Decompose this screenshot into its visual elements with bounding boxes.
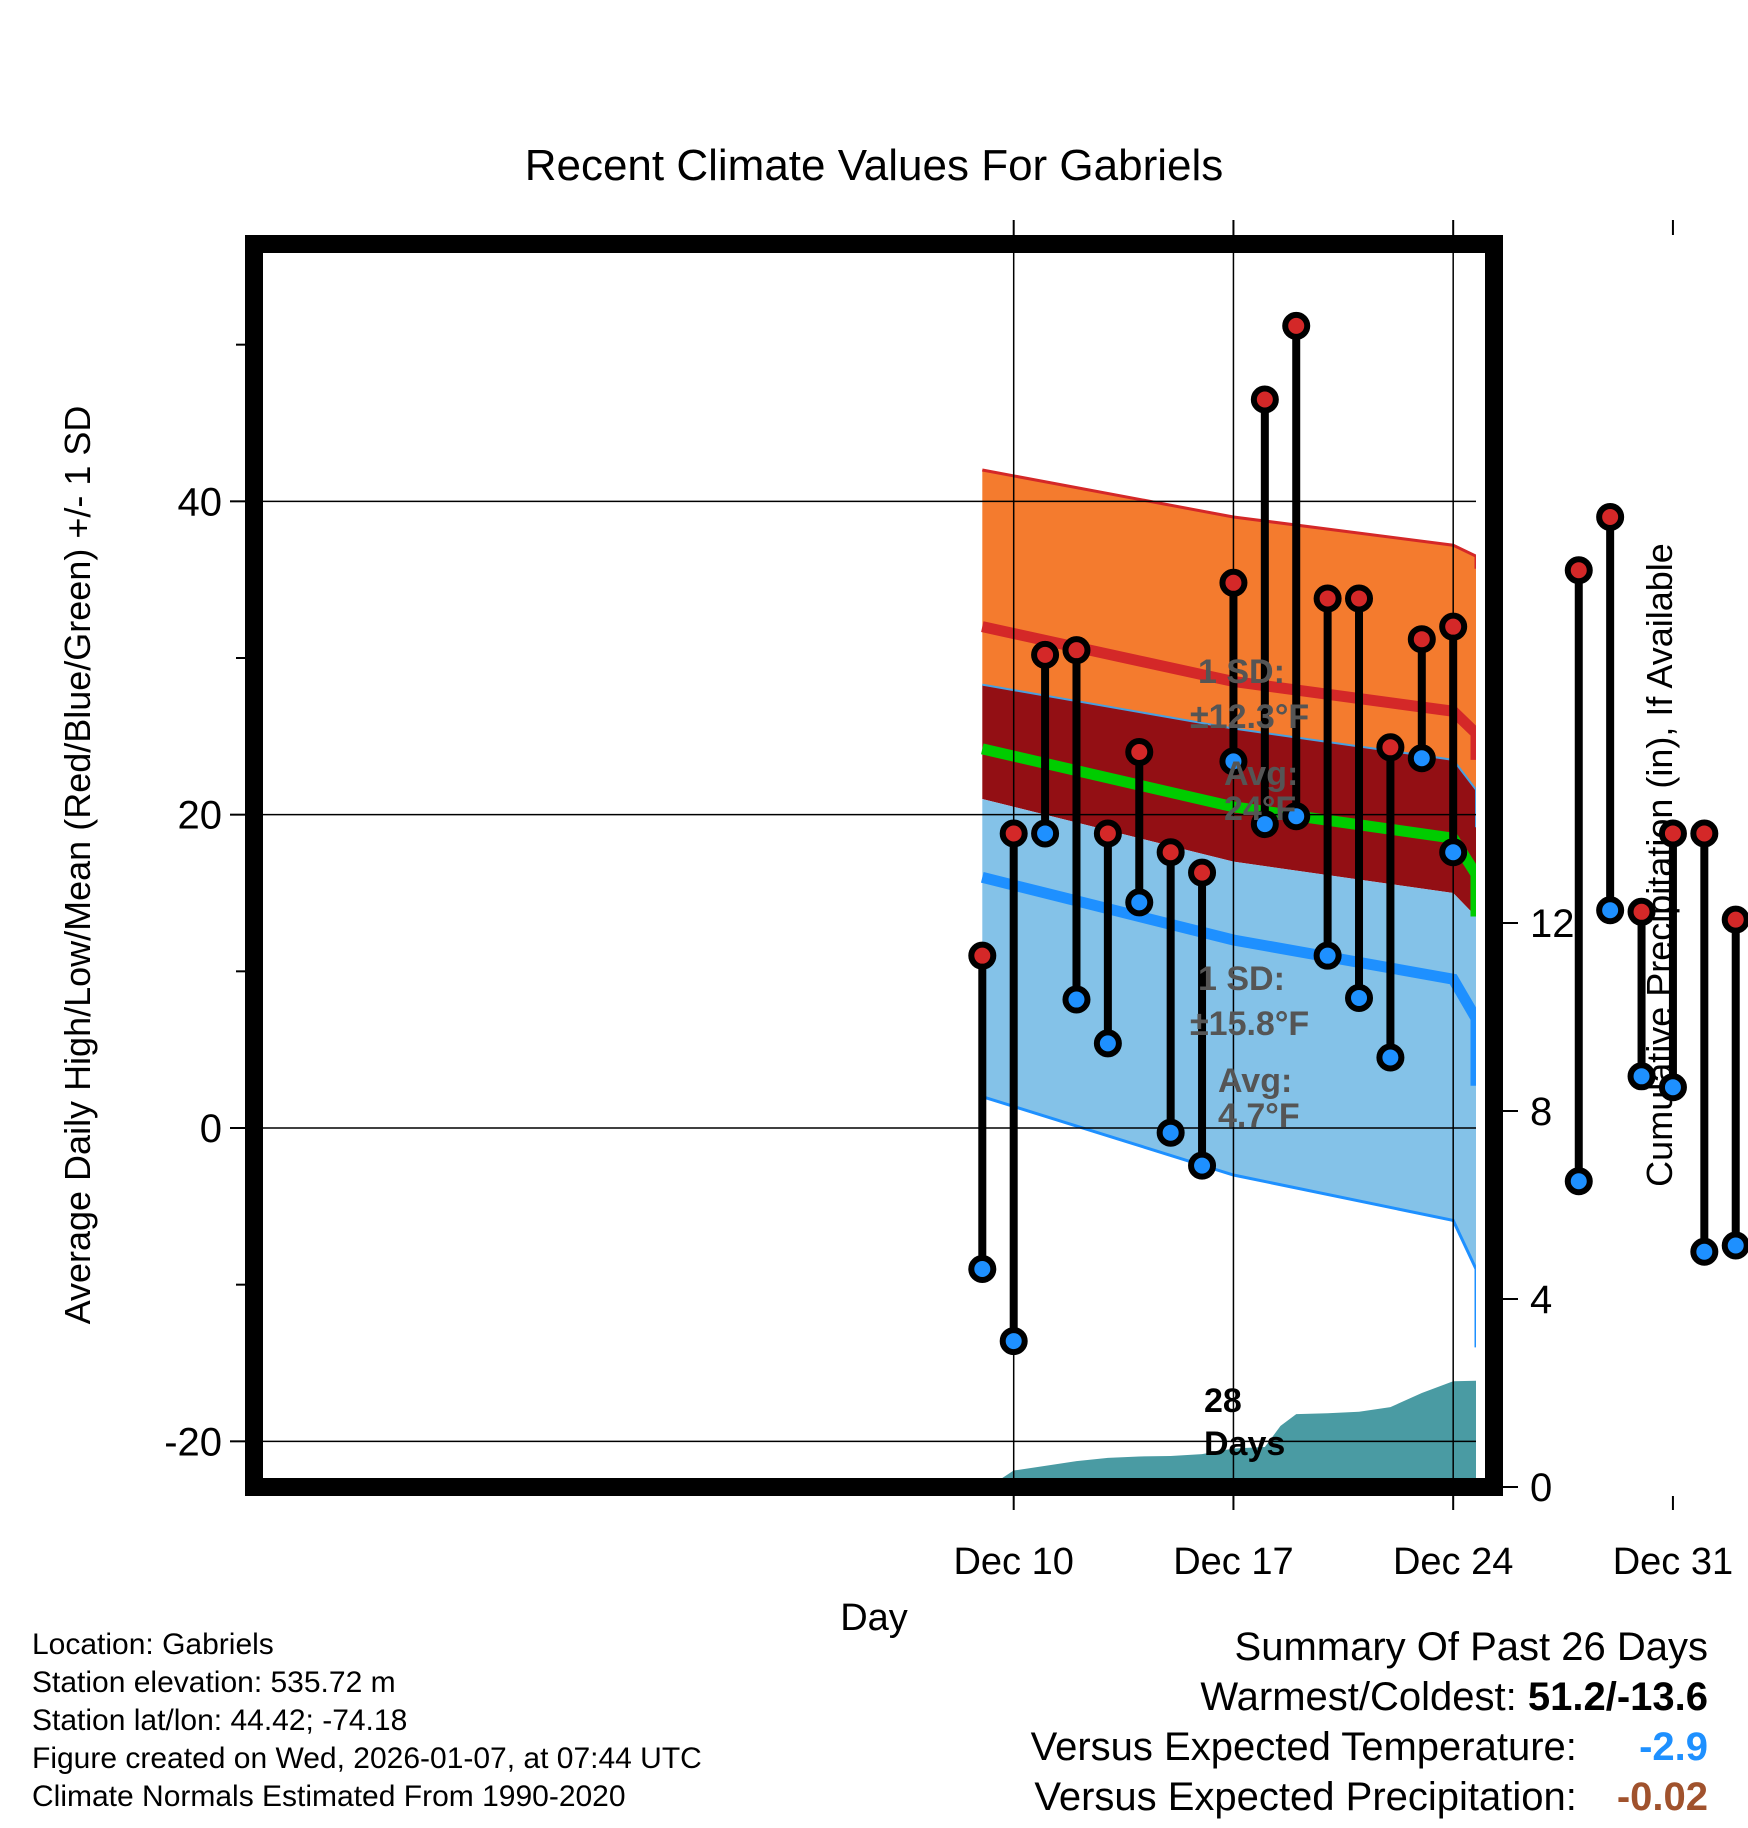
- y-right-tick-label: 12: [1530, 902, 1575, 946]
- daily-low-point: [1188, 1151, 1217, 1180]
- low-sd-label: 1 SD:: [1198, 960, 1285, 998]
- x-tick-label: Dec 10: [953, 1541, 1073, 1583]
- y-axis-label-left: Average Daily High/Low/Mean (Red/Blue/Gr…: [57, 406, 98, 1325]
- daily-low-point: [1658, 1073, 1687, 1102]
- daily-high-point: [1721, 905, 1748, 934]
- daily-low-point: [1376, 1043, 1405, 1072]
- high-avg-label: Avg:: [1224, 755, 1298, 793]
- daily-high-point: [1407, 625, 1436, 654]
- summary-warm-cold: Warmest/Coldest: 51.2/-13.6: [1031, 1672, 1708, 1722]
- x-tick-label: Dec 17: [1173, 1541, 1293, 1583]
- info-elevation: Station elevation: 535.72 m: [32, 1666, 396, 1699]
- daily-high-point: [1282, 311, 1311, 340]
- daily-low-point: [1282, 802, 1311, 831]
- daily-high-point: [1439, 612, 1468, 641]
- normal-high-line: [981, 621, 1476, 760]
- info-created: Figure created on Wed, 2026-01-07, at 07…: [32, 1742, 702, 1775]
- daily-high-point: [1156, 838, 1185, 867]
- x-tick-label: Dec 31: [1613, 1541, 1733, 1583]
- chart-title: Recent Climate Values For Gabriels: [525, 141, 1224, 190]
- plot-border: [245, 235, 1503, 1496]
- low-avg-label: Avg:: [1218, 1062, 1292, 1100]
- y-tick-label: 20: [178, 794, 223, 838]
- daily-high-point: [1062, 636, 1091, 665]
- info-location: Location: Gabriels: [32, 1628, 274, 1661]
- daily-low-point: [1596, 896, 1625, 925]
- daily-low-point: [1721, 1231, 1748, 1260]
- daily-low-point: [1345, 983, 1374, 1012]
- summary-title: Summary Of Past 26 Days: [1234, 1625, 1708, 1669]
- daily-low-point: [1125, 888, 1154, 917]
- days-word-label: Days: [1204, 1425, 1285, 1463]
- daily-low-point: [1564, 1167, 1593, 1196]
- normal-low-line: [980, 871, 1476, 1086]
- daily-high-point: [1596, 503, 1625, 531]
- summary-precip: Versus Expected Precipitation: -0.02: [1031, 1772, 1708, 1822]
- daily-low-point: [968, 1255, 997, 1283]
- daily-high-point: [1376, 733, 1405, 762]
- daily-high-point: [1313, 584, 1342, 613]
- daily-low-point: [1407, 744, 1436, 773]
- high-avg-value: 24°F: [1224, 790, 1296, 828]
- y-right-tick-label: 0: [1530, 1466, 1552, 1510]
- daily-high-point: [1564, 556, 1593, 585]
- y-tick-label: 0: [200, 1107, 222, 1151]
- summary-temp: Versus Expected Temperature: -2.9: [1031, 1722, 1708, 1772]
- daily-high-point: [1188, 858, 1217, 887]
- daily-high-point: [968, 941, 997, 970]
- summary-warm-cold-label: Warmest/Coldest:: [1200, 1675, 1517, 1719]
- precip-area: [254, 1294, 1476, 1487]
- y-right-tick-label: 8: [1530, 1090, 1552, 1134]
- high-sd-value: ±12.3°F: [1190, 698, 1309, 736]
- x-tick-label: Dec 24: [1393, 1541, 1513, 1583]
- plot-clip-group: [254, 244, 1476, 1487]
- daily-low-point: [1156, 1118, 1185, 1147]
- daily-low-point: [1439, 838, 1468, 867]
- y-tick-label: -20: [164, 1420, 222, 1464]
- daily-high-point: [1219, 568, 1248, 597]
- daily-high-point: [999, 819, 1028, 848]
- daily-low-point: [1062, 985, 1091, 1014]
- low-avg-value: 4.7°F: [1218, 1097, 1300, 1135]
- days-count-label: 28: [1204, 1382, 1242, 1420]
- daily-high-point: [1093, 819, 1122, 848]
- info-latlon: Station lat/lon: 44.42; -74.18: [32, 1704, 408, 1737]
- station-info: Location: Gabriels Station elevation: 53…: [32, 1626, 702, 1816]
- summary-precip-value: -0.02: [1616, 1775, 1708, 1819]
- high-normal-band: [982, 470, 1476, 828]
- y-right-tick-label: 4: [1530, 1278, 1552, 1322]
- mid-normal-band: [982, 684, 1476, 964]
- daily-high-point: [1658, 819, 1687, 848]
- summary-temp-label: Versus Expected Temperature:: [1030, 1725, 1577, 1769]
- daily-low-point: [1093, 1029, 1122, 1058]
- high-lower-sd-line: [982, 683, 1476, 828]
- y-tick-label: 40: [178, 480, 223, 524]
- info-normals: Climate Normals Estimated From 1990-2020: [32, 1780, 626, 1813]
- daily-low-point: [1313, 941, 1342, 970]
- daily-high-point: [1627, 897, 1656, 926]
- high-upper-sd-line: [982, 468, 1476, 569]
- daily-low-point: [1219, 747, 1248, 776]
- low-sd-value: ±15.8°F: [1190, 1005, 1309, 1043]
- daily-high-point: [1250, 385, 1279, 414]
- daily-low-point: [1250, 810, 1279, 839]
- daily-low-point: [1690, 1237, 1719, 1266]
- daily-high-point: [1031, 640, 1060, 669]
- daily-low-point: [1031, 819, 1060, 848]
- daily-low-point: [999, 1327, 1028, 1356]
- high-sd-label: 1 SD:: [1198, 653, 1285, 691]
- daily-high-point: [1125, 738, 1154, 766]
- x-axis-label: Day: [840, 1597, 908, 1639]
- summary-temp-value: -2.9: [1639, 1725, 1708, 1769]
- summary-warm-cold-value: 51.2/-13.6: [1527, 1675, 1708, 1719]
- summary-panel: Summary Of Past 26 Days Warmest/Coldest:…: [1031, 1622, 1708, 1822]
- daily-low-point: [1627, 1062, 1656, 1091]
- summary-precip-label: Versus Expected Precipitation:: [1034, 1775, 1577, 1819]
- daily-high-point: [1345, 584, 1374, 613]
- daily-high-point: [1690, 819, 1719, 848]
